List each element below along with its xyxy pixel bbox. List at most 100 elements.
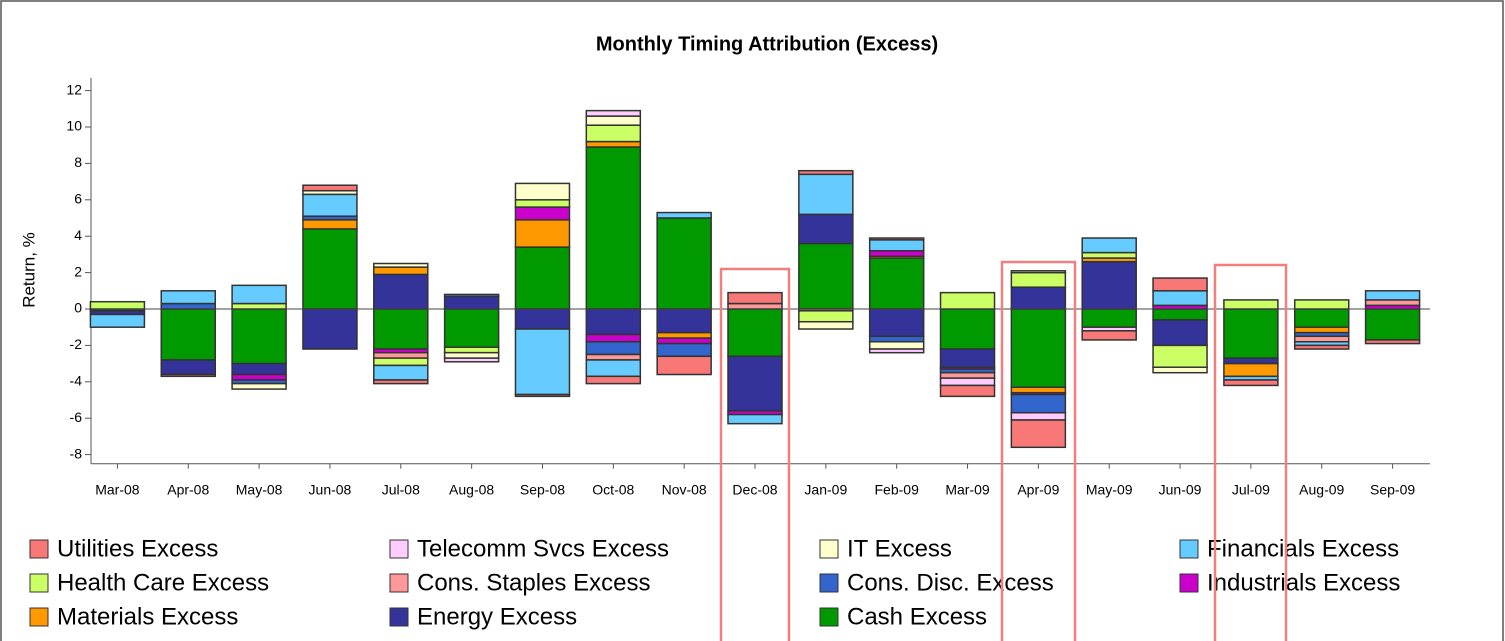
bar-segment <box>798 213 854 245</box>
bar-segment <box>373 266 429 276</box>
bar-segment <box>160 302 217 310</box>
bar-segment <box>231 284 287 305</box>
legend-swatch <box>389 573 409 593</box>
legend-swatch <box>29 573 49 593</box>
x-tick-label: Aug-09 <box>1299 481 1344 497</box>
bar-segment <box>868 341 925 350</box>
y-tick-label: 4 <box>74 227 82 243</box>
bar-segment <box>939 371 996 379</box>
x-tick-label: Apr-09 <box>1017 481 1059 497</box>
bar-segment <box>868 250 925 257</box>
bar-segment <box>160 359 217 376</box>
bar-segment <box>798 173 854 216</box>
x-tick-label: Apr-08 <box>167 481 209 497</box>
legend-swatch <box>1179 539 1199 559</box>
bar-segment <box>656 308 712 334</box>
bar-segment <box>231 382 287 390</box>
legend-swatch <box>819 607 839 627</box>
bar-segment <box>1081 251 1137 259</box>
bar-segment <box>1010 419 1067 449</box>
legend-swatch <box>29 607 49 627</box>
legend-swatch <box>819 573 839 593</box>
bar-segment <box>302 308 358 350</box>
bar-segment <box>868 257 925 310</box>
legend-swatch <box>819 539 839 559</box>
bar-segment <box>373 262 429 268</box>
y-axis-label: Return, % <box>19 232 38 308</box>
bar-segment <box>373 364 429 381</box>
x-tick-label: Mar-08 <box>95 481 140 497</box>
legend-label: Cons. Disc. Excess <box>847 569 1054 596</box>
bar-segment <box>514 393 571 398</box>
bar-segment <box>798 242 854 310</box>
bar-segment <box>1223 308 1279 359</box>
bar-segment <box>1010 308 1067 389</box>
bar-segment <box>373 379 429 385</box>
bar-segment <box>1364 339 1421 345</box>
bar-segment <box>1010 271 1067 288</box>
legend-label: Financials Excess <box>1207 535 1399 562</box>
x-tick-label: Aug-08 <box>449 481 494 497</box>
legend-label: Utilities Excess <box>57 535 218 562</box>
y-tick-label: 0 <box>74 300 82 316</box>
x-tick-label: Sep-09 <box>1370 481 1415 497</box>
bar-segment <box>443 351 500 359</box>
bar-segment <box>514 219 571 248</box>
bar-segment <box>89 313 146 328</box>
legend-label: Cons. Staples Excess <box>417 569 650 596</box>
y-tick-label: 6 <box>74 191 82 207</box>
bar-segment <box>302 219 358 230</box>
bar-segment <box>231 308 287 365</box>
bar-segment <box>585 308 642 336</box>
bar-segment <box>160 308 217 361</box>
bar-segment <box>1223 379 1279 387</box>
chart-title: Monthly Timing Attribution (Excess) <box>596 33 938 55</box>
bar-segment <box>939 348 996 368</box>
bar-segment <box>1010 270 1067 274</box>
bar-segment <box>656 337 712 345</box>
y-tick-label: 2 <box>74 263 82 279</box>
highlight-box <box>719 267 791 641</box>
bar-segment <box>443 346 500 354</box>
bar-segment <box>868 308 925 338</box>
x-tick-label: May-09 <box>1086 481 1133 497</box>
bar-segment <box>939 384 996 398</box>
bar-segment <box>302 228 358 310</box>
bar-segment <box>302 184 358 192</box>
legend-label: Cash Excess <box>847 603 987 630</box>
bar-segment <box>727 355 783 412</box>
bar-segment <box>585 375 642 385</box>
bar-segment <box>514 199 571 208</box>
bar-segment <box>1223 357 1279 365</box>
bar-segment <box>1293 344 1350 350</box>
bar-segment <box>373 357 429 367</box>
legend-label: Industrials Excess <box>1207 569 1400 596</box>
legend-swatch <box>389 607 409 627</box>
y-tick-label: -4 <box>70 373 83 389</box>
legend: Utilities Excess Telecomm Svcs Excess IT E… <box>29 535 1400 630</box>
bar-segment <box>868 335 925 343</box>
bar-segment <box>443 308 500 348</box>
bar-segment <box>798 320 854 330</box>
bar-segment <box>514 308 571 330</box>
x-tick-label: Jun-09 <box>1159 481 1202 497</box>
x-tick-label: Oct-08 <box>592 481 634 497</box>
bar-segment <box>514 182 571 201</box>
bar-segment <box>160 290 217 305</box>
bar-segment <box>1152 277 1208 292</box>
bar-segment <box>1364 308 1421 341</box>
bar-segment <box>231 302 287 310</box>
plot-area: -8 -6 -4 -2 0 2 4 6 8 10 12 Mar-08 Apr-08 May-08 Jun-0… <box>66 77 1430 497</box>
bar-segment <box>656 217 712 310</box>
legend-swatch <box>389 539 409 559</box>
bar-segment <box>656 331 712 339</box>
bar-segment <box>1364 290 1421 301</box>
x-tick-label: Dec-08 <box>732 481 777 497</box>
highlight-box <box>1000 260 1077 641</box>
bar-segment <box>1010 393 1067 414</box>
x-tick-label: Feb-09 <box>875 481 920 497</box>
bar-segment <box>1152 319 1208 347</box>
